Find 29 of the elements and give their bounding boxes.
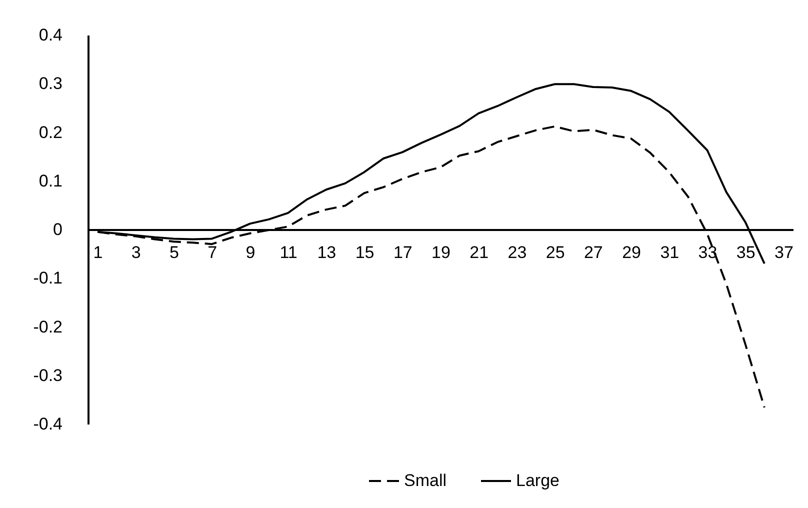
x-tick-label: 1 — [93, 243, 103, 262]
y-tick-label: -0.4 — [33, 414, 62, 434]
y-tick-label: 0.4 — [38, 26, 62, 44]
x-tick-label: 13 — [317, 243, 336, 262]
x-tick-label: 11 — [280, 243, 298, 262]
y-tick-label: -0.2 — [33, 317, 62, 336]
x-tick-label: 19 — [432, 243, 450, 262]
legend-label: Large — [516, 471, 560, 490]
x-tick-label: 35 — [736, 243, 756, 262]
x-tick-label: 17 — [393, 243, 412, 262]
x-tick-label: 21 — [470, 243, 489, 262]
x-tick-label: 15 — [355, 243, 374, 262]
y-tick-label: -0.3 — [33, 366, 62, 385]
y-tick-label: -0.1 — [33, 268, 62, 288]
y-tick-label: 0.2 — [38, 122, 62, 142]
x-tick-label: 29 — [622, 243, 641, 262]
legend-label: Small — [404, 471, 447, 490]
x-tick-label: 3 — [131, 243, 141, 262]
x-tick-label: 31 — [660, 243, 680, 262]
x-tick-label: 23 — [508, 243, 527, 262]
y-tick-label: 0.1 — [38, 171, 62, 190]
y-tick-label: 0 — [53, 220, 62, 239]
y-tick-label: 0.3 — [38, 74, 62, 94]
x-tick-label: 5 — [170, 243, 179, 262]
x-tick-label: 25 — [546, 243, 565, 262]
x-tick-label: 7 — [208, 243, 218, 262]
x-tick-label: 37 — [774, 243, 794, 262]
x-tick-label: 9 — [246, 243, 256, 262]
x-tick-label: 27 — [584, 243, 603, 262]
